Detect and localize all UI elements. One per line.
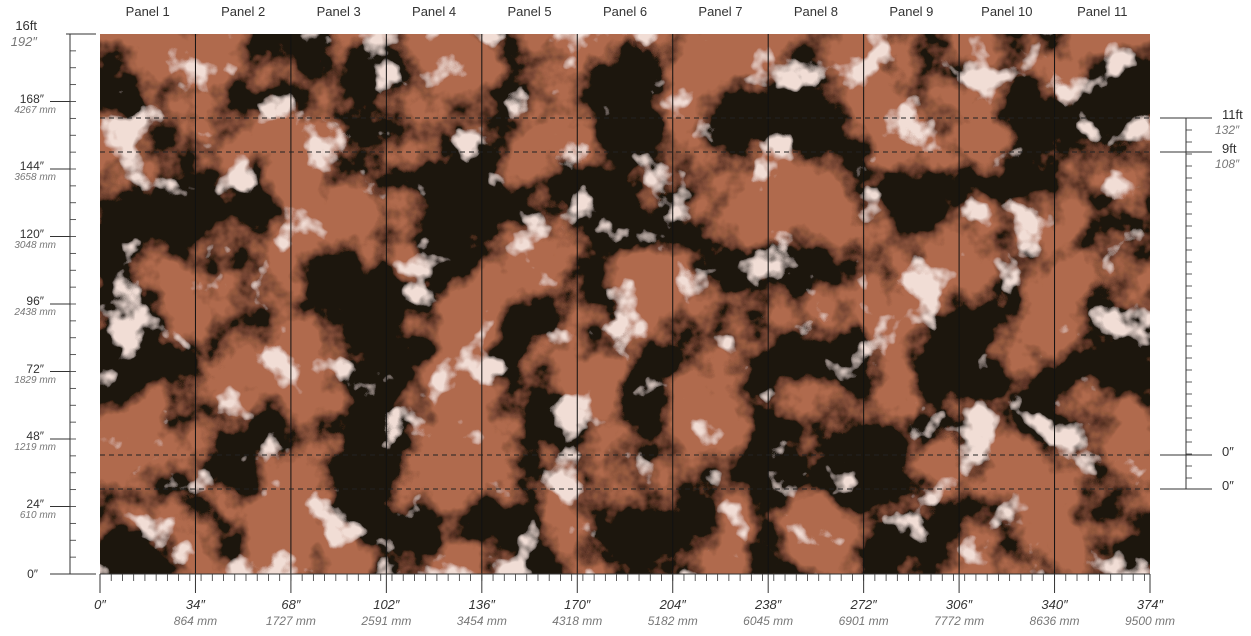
bottom-ruler-mm-label: 5182 mm bbox=[647, 614, 698, 628]
left-ruler-inch-label: 0″ bbox=[27, 567, 38, 581]
left-ruler-inch-label: 96″ bbox=[26, 294, 44, 308]
left-ruler-inch-label: 120″ bbox=[19, 226, 44, 241]
bottom-ruler-mm-label: 4318 mm bbox=[552, 614, 603, 628]
left-ruler-mm-label: 3048 mm bbox=[14, 239, 56, 251]
right-ruler-label: 11ft bbox=[1222, 107, 1243, 122]
bottom-ruler-inch-label: 170″ bbox=[564, 597, 591, 612]
left-ruler-mm-label: 4267 mm bbox=[14, 104, 56, 116]
panel-label: Panel 4 bbox=[412, 4, 457, 19]
panel-label: Panel 8 bbox=[793, 4, 838, 19]
bottom-ruler-inch-label: 272″ bbox=[850, 597, 877, 612]
panel-label: Panel 1 bbox=[125, 4, 170, 19]
bottom-ruler-mm-label: 864 mm bbox=[173, 614, 218, 628]
left-ruler-inch-label: 24″ bbox=[26, 496, 44, 511]
left-ruler-top-label: 16ft bbox=[15, 18, 37, 33]
bottom-ruler-inch-label: 374″ bbox=[1136, 597, 1164, 612]
left-ruler-mm-label: 1219 mm bbox=[14, 442, 56, 453]
bottom-ruler-mm-label: 6901 mm bbox=[838, 614, 889, 628]
right-ruler-label: 0″ bbox=[1222, 444, 1234, 459]
bottom-ruler-mm-label: 2591 mm bbox=[361, 614, 412, 628]
left-ruler-inch-label: 48″ bbox=[26, 429, 44, 443]
right-ruler-sub-label: 108″ bbox=[1215, 157, 1240, 171]
marble-wallpaper-image bbox=[100, 34, 1150, 574]
bottom-ruler-inch-label: 204″ bbox=[659, 597, 686, 612]
panel-label: Panel 9 bbox=[889, 4, 934, 19]
panel-label: Panel 5 bbox=[507, 4, 552, 19]
left-ruler-mm-label: 3658 mm bbox=[14, 172, 56, 183]
bottom-ruler-mm-label: 6045 mm bbox=[743, 614, 794, 628]
bottom-ruler-mm-label: 3454 mm bbox=[456, 614, 507, 628]
left-ruler-inch-label: 168″ bbox=[19, 91, 44, 106]
bottom-ruler-inch-label: 238″ bbox=[755, 597, 782, 612]
panel-label: Panel 11 bbox=[1077, 4, 1128, 19]
bottom-ruler-inch-label: 136″ bbox=[468, 597, 495, 612]
right-ruler-sub-label: 132″ bbox=[1215, 123, 1240, 137]
right-ruler-label: 9ft bbox=[1222, 141, 1237, 156]
left-ruler-inch-label: 72″ bbox=[26, 361, 44, 376]
panel-label: Panel 7 bbox=[698, 4, 743, 19]
bottom-ruler-inch-label: 0″ bbox=[94, 597, 106, 612]
bottom-ruler-mm-label: 8636 mm bbox=[1029, 614, 1080, 628]
panel-label: Panel 6 bbox=[602, 4, 648, 19]
right-ruler-label: 0″ bbox=[1222, 478, 1234, 493]
bottom-ruler-mm-label: 1727 mm bbox=[265, 614, 316, 628]
panel-label: Panel 10 bbox=[981, 4, 1033, 19]
bottom-ruler-inch-label: 306″ bbox=[945, 597, 973, 612]
bottom-ruler-mm-label: 9500 mm bbox=[1124, 614, 1176, 628]
left-ruler-top-sub: 192″ bbox=[10, 34, 37, 49]
left-ruler-inch-label: 144″ bbox=[19, 159, 44, 173]
bottom-ruler-inch-label: 68″ bbox=[281, 597, 301, 612]
bottom-ruler-inch-label: 34″ bbox=[185, 597, 205, 612]
bottom-ruler-inch-label: 102″ bbox=[373, 597, 400, 612]
left-ruler-mm-label: 2438 mm bbox=[14, 307, 56, 318]
left-ruler-mm-label: 1829 mm bbox=[14, 374, 56, 386]
panel-label: Panel 3 bbox=[316, 4, 361, 19]
bottom-ruler-inch-label: 340″ bbox=[1041, 597, 1068, 612]
bottom-ruler-mm-label: 7772 mm bbox=[934, 614, 985, 628]
left-ruler-mm-label: 610 mm bbox=[19, 509, 56, 521]
panel-label: Panel 2 bbox=[221, 4, 266, 19]
